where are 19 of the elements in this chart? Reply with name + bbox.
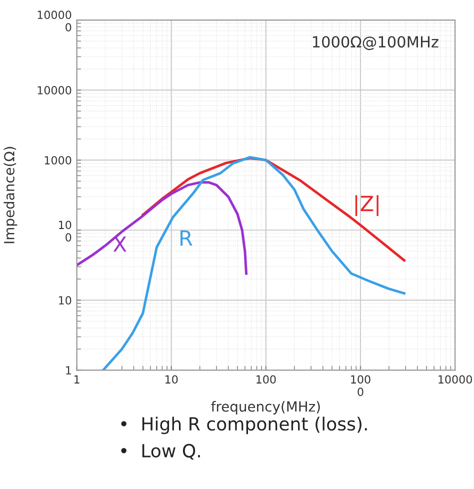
y-tick-label: 1 xyxy=(66,366,71,374)
y-tick-label: 1000 xyxy=(44,156,72,164)
y-tick-label: 10 0 xyxy=(59,220,72,242)
annotation: 1000Ω@100MHz xyxy=(312,36,438,50)
x-tick-label: 1 xyxy=(74,375,80,384)
series-label: X xyxy=(113,236,126,252)
x-tick-label: 100 xyxy=(256,375,276,384)
x-tick-label: 10000 xyxy=(438,375,472,384)
x-tick-label: 10 xyxy=(166,375,178,384)
x-axis-title: frequency(MHz) xyxy=(211,401,320,414)
series-label: R xyxy=(180,230,192,246)
x-tick-label: 100 0 xyxy=(351,375,370,396)
y-tick-label: 10 xyxy=(59,296,72,305)
text: • Low Q. xyxy=(121,444,200,460)
y-tick-label: 10000 xyxy=(38,86,72,94)
series-label: |Z| xyxy=(355,195,378,216)
y-axis-title: Impedance(Ω) xyxy=(4,146,18,244)
text: • High R component (loss). xyxy=(121,416,367,434)
y-tick-label: 10000 0 xyxy=(38,10,72,32)
